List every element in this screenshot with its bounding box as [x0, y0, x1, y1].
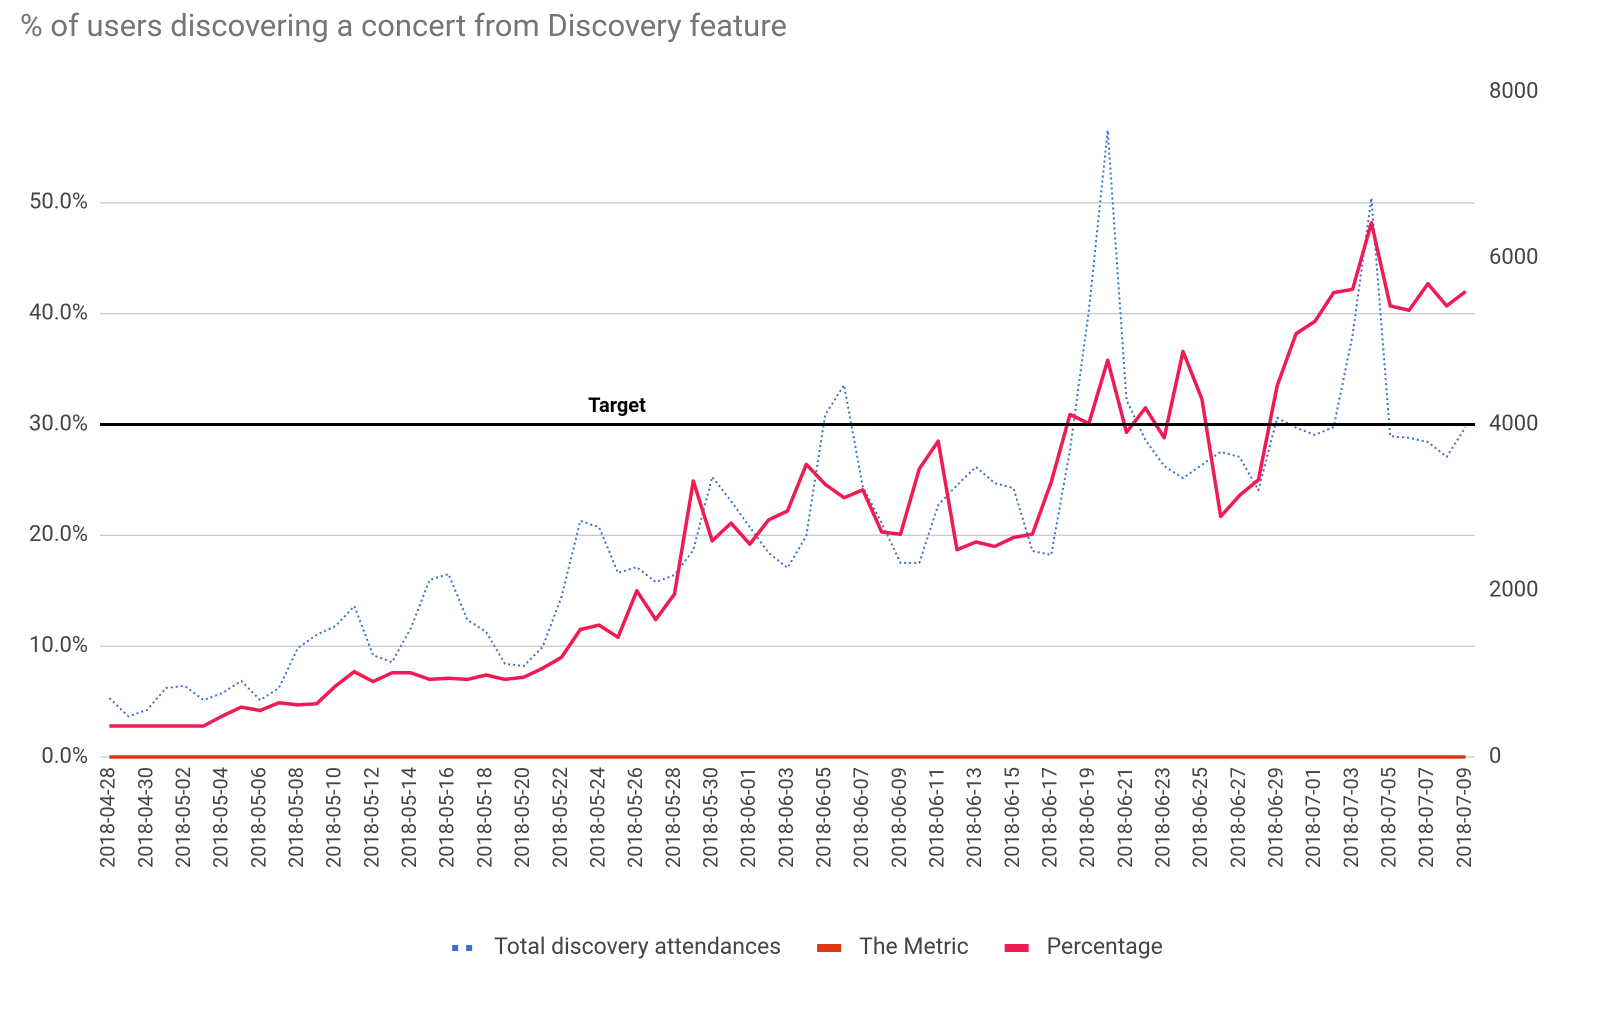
legend-label: Total discovery attendances	[494, 933, 781, 960]
x-tick-label: 2018-06-23	[1150, 767, 1174, 868]
x-tick-label: 2018-06-13	[962, 767, 986, 868]
y-tick-label: 30.0%	[29, 411, 88, 436]
legend-swatch	[1004, 944, 1029, 952]
x-tick-label: 2018-06-25	[1188, 767, 1212, 868]
x-tick-label: 2018-05-30	[698, 767, 722, 868]
x-tick-label: 2018-06-15	[1000, 767, 1024, 868]
x-tick-label: 2018-05-18	[472, 767, 496, 868]
y-tick-label: 40.0%	[29, 300, 88, 325]
x-tick-label: 2018-06-17	[1037, 767, 1061, 868]
chart-title: % of users discovering a concert from Di…	[20, 7, 787, 44]
x-tick-label: 2018-06-27	[1226, 767, 1250, 868]
x-tick-label: 2018-05-20	[510, 767, 534, 868]
x-tick-label: 2018-05-08	[284, 767, 308, 868]
x-tick-label: 2018-04-28	[96, 767, 120, 868]
x-tick-label: 2018-06-07	[849, 767, 873, 868]
y-tick-label: 10.0%	[29, 633, 88, 658]
x-tick-label: 2018-07-07	[1414, 767, 1438, 868]
y-tick-label: 20.0%	[29, 522, 88, 547]
legend-swatch	[817, 944, 842, 952]
x-tick-label: 2018-06-29	[1264, 767, 1288, 868]
x-tick-label: 2018-06-01	[736, 767, 760, 868]
x-tick-label: 2018-05-10	[322, 767, 346, 868]
x-tick-label: 2018-07-09	[1452, 767, 1476, 868]
legend-label: The Metric	[859, 933, 969, 960]
x-tick-label: 2018-05-24	[585, 767, 609, 868]
x-tick-label: 2018-06-03	[774, 767, 798, 868]
target-label: Target	[588, 393, 646, 417]
y2-tick-label: 4000	[1489, 411, 1538, 436]
y-tick-label: 0.0%	[41, 744, 88, 769]
x-tick-label: 2018-06-19	[1075, 767, 1099, 868]
y2-tick-label: 6000	[1489, 245, 1538, 270]
x-tick-label: 2018-07-05	[1377, 767, 1401, 868]
x-tick-label: 2018-05-28	[661, 767, 685, 868]
legend-label: Percentage	[1047, 933, 1163, 960]
x-tick-label: 2018-05-02	[171, 767, 195, 868]
x-tick-label: 2018-04-30	[133, 767, 157, 868]
y-tick-label: 50.0%	[29, 190, 88, 215]
series-line	[109, 221, 1467, 728]
y2-tick-label: 8000	[1489, 79, 1538, 104]
x-tick-label: 2018-05-04	[209, 767, 233, 868]
x-tick-label: 2018-05-26	[623, 767, 647, 868]
x-tick-label: 2018-06-05	[811, 767, 835, 868]
y2-tick-label: 2000	[1489, 578, 1538, 603]
x-tick-label: 2018-05-22	[548, 767, 572, 868]
x-tick-label: 2018-07-01	[1301, 767, 1325, 868]
x-tick-label: 2018-07-03	[1339, 767, 1363, 868]
y2-tick-label: 0	[1489, 744, 1501, 769]
x-tick-label: 2018-06-09	[887, 767, 911, 868]
x-tick-label: 2018-06-11	[924, 767, 948, 868]
x-tick-label: 2018-05-14	[397, 767, 421, 868]
x-tick-label: 2018-05-12	[359, 767, 383, 868]
x-tick-label: 2018-05-16	[435, 767, 459, 868]
x-tick-label: 2018-06-21	[1113, 767, 1137, 868]
x-tick-label: 2018-05-06	[246, 767, 270, 868]
